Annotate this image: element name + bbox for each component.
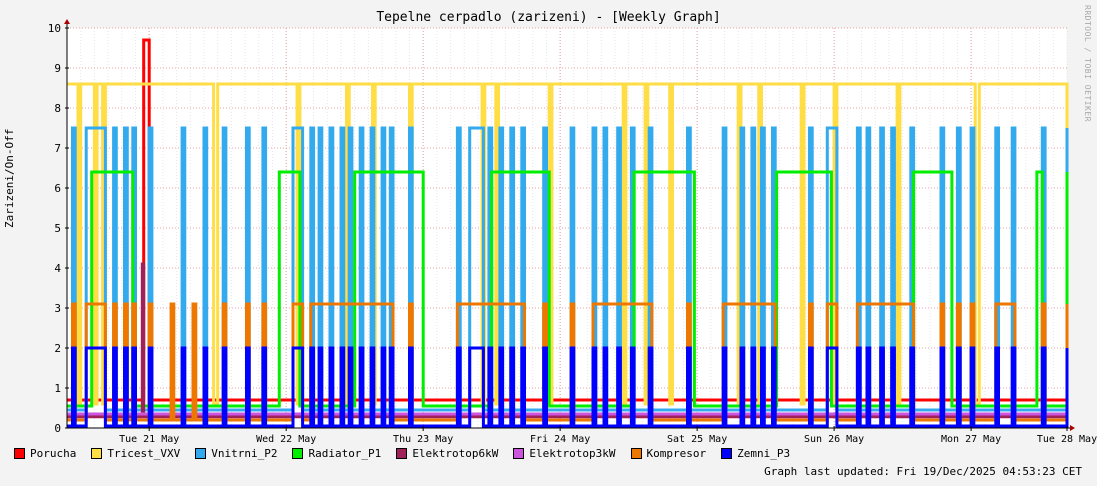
legend-label: Zemni_P3 <box>737 447 791 460</box>
x-tick-label: Fri 24 May <box>530 434 590 445</box>
series-line-zemni-p3 <box>67 346 1069 428</box>
legend-swatch <box>396 448 408 459</box>
legend-swatch <box>195 448 207 459</box>
series-line-vnitrni-p2 <box>67 126 1069 412</box>
chart-legend: Porucha Tricest_VXV Vnitrni_P2 Radiator_P1 E… <box>14 447 805 460</box>
x-tick-label: Sun 26 May <box>804 434 864 445</box>
y-tick-label: 0 <box>54 422 61 435</box>
y-tick-label: 8 <box>54 102 61 115</box>
x-tick-label: Mon 27 May <box>941 434 1001 445</box>
y-tick-label: 10 <box>48 22 61 35</box>
x-tick-label: Sat 25 May <box>667 434 727 445</box>
y-tick-label: 5 <box>54 222 61 235</box>
y-tick-label: 4 <box>54 262 61 275</box>
legend-label: Elektrotop3kW <box>529 447 616 460</box>
chart-title: Tepelne cerpadlo (zarizeni) - [Weekly Gr… <box>376 10 721 25</box>
y-tick-label: 9 <box>54 62 61 75</box>
legend-label: Porucha <box>30 447 77 460</box>
legend-item-elektrotop6kw: Elektrotop6kW <box>396 447 498 460</box>
y-tick-label: 6 <box>54 182 61 195</box>
legend-label: Vnitrni_P2 <box>211 447 278 460</box>
y-axis-arrow <box>64 19 70 24</box>
rrdtool-watermark: RRDTOOL / TOBI OETIKER <box>1083 5 1092 122</box>
legend-item-tricest-vxv: Tricest_VXV <box>91 447 180 460</box>
legend-item-radiator-p1: Radiator_P1 <box>292 447 381 460</box>
x-tick-label: Tue 21 May <box>119 434 179 445</box>
legend-swatch <box>513 448 525 459</box>
legend-swatch <box>14 448 25 459</box>
legend-item-zemni-p3: Zemni_P3 <box>721 447 790 460</box>
y-tick-label: 1 <box>54 382 61 395</box>
legend-item-elektrotop3kw: Elektrotop3kW <box>513 447 616 460</box>
y-tick-label: 3 <box>54 302 61 315</box>
y-tick-label: 7 <box>54 142 61 155</box>
x-axis-arrow <box>1070 425 1075 431</box>
legend-item-kompresor: Kompresor <box>630 447 707 460</box>
legend-swatch <box>630 448 642 459</box>
legend-label: Radiator_P1 <box>308 447 382 460</box>
legend-label: Elektrotop6kW <box>412 447 499 460</box>
x-tick-label: Wed 22 May <box>256 434 316 445</box>
legend-label: Kompresor <box>646 447 707 460</box>
legend-label: Tricest_VXV <box>107 447 181 460</box>
last-updated-text: Graph last updated: Fri 19/Dec/2025 04:5… <box>764 465 1082 478</box>
legend-swatch <box>91 448 103 459</box>
series-line-radiator-p1 <box>67 170 1069 408</box>
x-tick-label: Tue 28 May <box>1037 434 1097 445</box>
legend-swatch <box>292 448 304 459</box>
x-tick-label: Thu 23 May <box>393 434 453 445</box>
legend-swatch <box>721 448 733 459</box>
y-tick-label: 2 <box>54 342 61 355</box>
legend-item-porucha: Porucha <box>14 447 76 460</box>
legend-item-vnitrni-p2: Vnitrni_P2 <box>195 447 277 460</box>
series-line-elektrotop6kw <box>67 262 1067 419</box>
